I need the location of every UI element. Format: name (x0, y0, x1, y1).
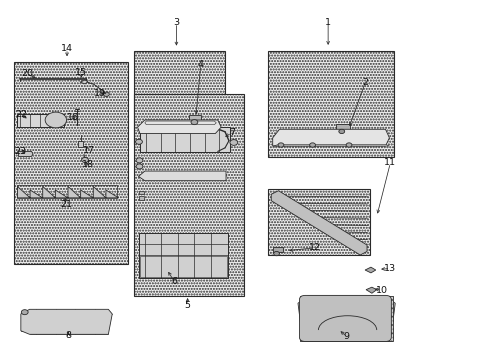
Polygon shape (272, 144, 388, 146)
Polygon shape (366, 287, 376, 293)
Circle shape (136, 164, 142, 169)
Circle shape (325, 319, 335, 326)
Text: 21: 21 (60, 200, 72, 209)
Text: 18: 18 (81, 161, 93, 170)
Bar (140, 127, 229, 152)
Bar (78, 141, 83, 147)
Bar (18, 185, 117, 198)
Text: 4: 4 (197, 60, 203, 69)
Text: 1: 1 (325, 18, 330, 27)
Bar (267, 51, 393, 157)
Text: 7: 7 (228, 129, 234, 138)
Text: 23: 23 (14, 147, 26, 156)
Text: 8: 8 (65, 331, 71, 340)
Circle shape (103, 92, 109, 96)
Polygon shape (80, 80, 88, 84)
Text: 2: 2 (361, 78, 367, 87)
Polygon shape (19, 152, 33, 157)
Text: 13: 13 (384, 264, 396, 273)
Bar (14, 62, 127, 264)
Polygon shape (21, 309, 112, 334)
Bar (140, 256, 226, 277)
FancyBboxPatch shape (299, 296, 390, 342)
Circle shape (21, 310, 28, 315)
Circle shape (229, 140, 237, 145)
Polygon shape (297, 296, 394, 342)
Polygon shape (18, 186, 118, 198)
Text: 12: 12 (308, 243, 320, 252)
Text: 6: 6 (171, 277, 177, 286)
Circle shape (191, 120, 198, 125)
Polygon shape (271, 191, 366, 255)
Text: 3: 3 (173, 18, 179, 27)
Circle shape (278, 143, 284, 147)
Bar (139, 196, 144, 200)
Polygon shape (365, 267, 375, 273)
Polygon shape (137, 120, 221, 134)
Bar (272, 247, 283, 252)
Bar (21, 314, 30, 331)
Bar (335, 124, 349, 130)
Circle shape (81, 157, 88, 162)
Bar (139, 191, 144, 194)
Polygon shape (138, 171, 225, 181)
Circle shape (45, 112, 66, 128)
Circle shape (136, 158, 142, 163)
Text: 5: 5 (184, 301, 190, 310)
Text: 22: 22 (15, 110, 27, 119)
Polygon shape (272, 129, 388, 146)
Bar (133, 51, 224, 144)
Circle shape (328, 320, 333, 324)
Circle shape (273, 251, 279, 256)
Bar (138, 233, 228, 278)
Bar (300, 296, 392, 341)
Circle shape (346, 143, 351, 147)
Text: 11: 11 (384, 158, 396, 167)
Circle shape (338, 129, 344, 134)
Circle shape (309, 143, 315, 147)
Text: 9: 9 (343, 332, 349, 341)
Bar (18, 113, 63, 127)
Bar (267, 189, 369, 255)
Bar (189, 115, 201, 120)
Text: 14: 14 (61, 44, 73, 53)
Text: 15: 15 (75, 68, 87, 77)
Text: 20: 20 (21, 69, 33, 78)
Text: 17: 17 (83, 146, 95, 155)
Circle shape (135, 139, 142, 144)
Text: 16: 16 (67, 113, 79, 122)
Text: 10: 10 (375, 285, 387, 294)
Bar (133, 94, 244, 296)
Text: 19: 19 (93, 89, 105, 98)
